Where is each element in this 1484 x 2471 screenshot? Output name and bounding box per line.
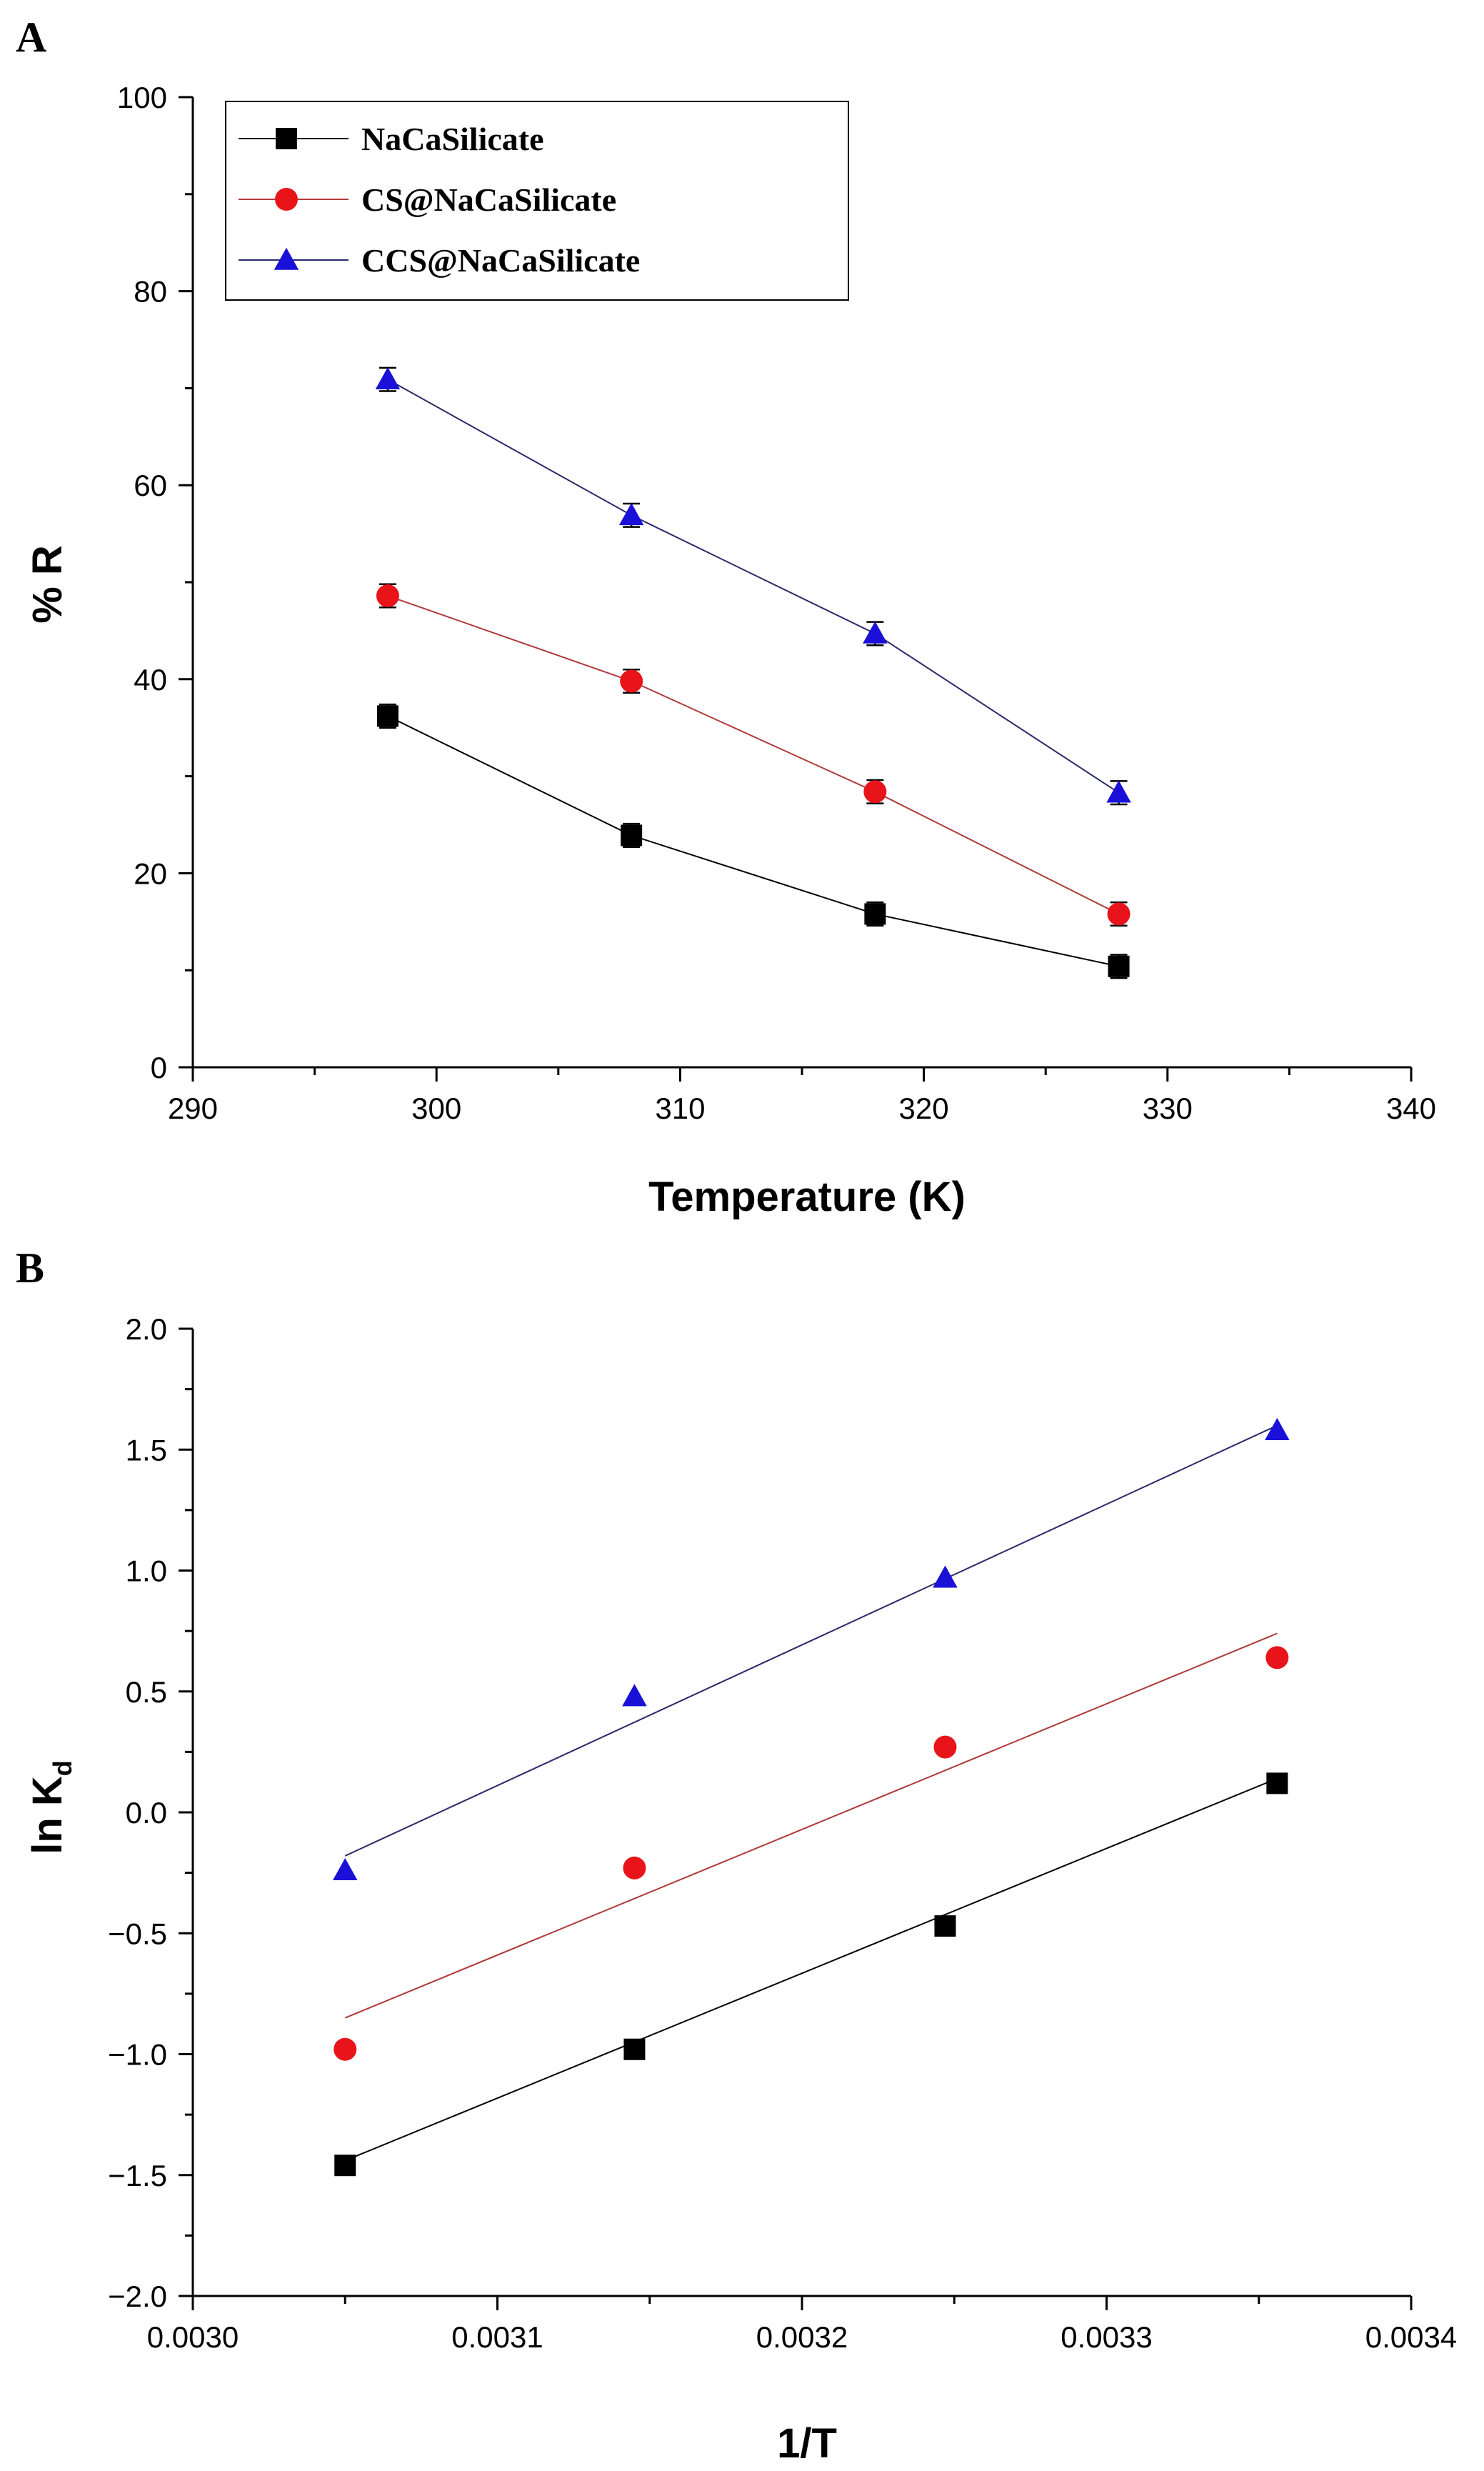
panel-b-series-cs-at-nacasilicate-fit-line bbox=[344, 1632, 1278, 2019]
panel-a-series-ccs-at-nacasilicate-line bbox=[387, 379, 1120, 794]
panel-a-y-tick-label: 20 bbox=[134, 857, 167, 890]
panel-b-y-tick-label: 1.0 bbox=[126, 1554, 167, 1588]
panel-b-chart: 0.0030 0.0031 0.0032 0.0033 0.0034 −2.0 −1.5 −1… bbox=[108, 1312, 1457, 2354]
panel-b-series-nacasilicate-point bbox=[1266, 1772, 1288, 1794]
panel-a-series-cs-at-nacasilicate-point bbox=[620, 669, 643, 693]
panel-b-series-ccs-at-nacasilicate-point bbox=[333, 1857, 358, 1881]
panel-a-series-cs-at-nacasilicate-point bbox=[1107, 902, 1130, 926]
panel-a-chart: 290 300 310 320 330 340 0 20 40 60 80 100 NaCaSilica… bbox=[117, 81, 1436, 1125]
panel-a-series-cs-at-nacasilicate-line bbox=[387, 595, 1120, 915]
panel-b-series-ccs-at-nacasilicate-point bbox=[933, 1565, 958, 1588]
panel-a-series-nacasilicate-point bbox=[864, 903, 886, 925]
panel-a-legend-cs-at-nacasilicate-label: CS@NaCaSilicate bbox=[361, 181, 616, 218]
panel-a-legend-ccs-at-nacasilicate-marker bbox=[274, 247, 299, 270]
panel-a-series-nacasilicate-point bbox=[1108, 955, 1130, 977]
panel-a-x-axis-title: Temperature (K) bbox=[648, 1174, 966, 1220]
panel-b-series-cs-at-nacasilicate-point bbox=[334, 2037, 357, 2061]
panel-b-series-cs-at-nacasilicate-point bbox=[623, 1856, 646, 1880]
panel-a-series-nacasilicate-point bbox=[376, 705, 398, 727]
panel-a-series-nacasilicate-line bbox=[387, 715, 1119, 967]
panel-b-y-tick-label: −1.0 bbox=[108, 2038, 167, 2072]
panel-b-series-ccs-at-nacasilicate-point bbox=[622, 1684, 647, 1707]
panel-a-series-nacasilicate-point bbox=[621, 824, 643, 847]
panel-b-x-tick-label: 0.0034 bbox=[1365, 2320, 1457, 2354]
panel-b-series-nacasilicate-fit-line bbox=[344, 1777, 1278, 2162]
panel-a-series-ccs-at-nacasilicate-point bbox=[375, 366, 401, 389]
panel-b-series-nacasilicate-point bbox=[334, 2155, 356, 2177]
panel-a-y-tick-label: 60 bbox=[134, 469, 167, 502]
panel-b-x-tick-label: 0.0031 bbox=[451, 2320, 543, 2354]
panel-b-series-cs-at-nacasilicate-point bbox=[1265, 1646, 1289, 1669]
panel-a-y-tick-label: 40 bbox=[134, 663, 167, 697]
panel-b-series-cs-at-nacasilicate-point bbox=[933, 1735, 957, 1759]
panel-a-x-tick-label: 320 bbox=[899, 1092, 949, 1125]
panel-a-x-tick-label: 290 bbox=[168, 1092, 218, 1125]
panel-b-y-tick-label: 2.0 bbox=[126, 1312, 167, 1346]
panel-b-y-axis-title-main: ln K bbox=[24, 1776, 71, 1855]
panel-a-x-tick-label: 340 bbox=[1386, 1092, 1436, 1125]
panel-b-y-tick-label: −1.5 bbox=[108, 2159, 167, 2192]
panel-b-y-axis-title-subscript: d bbox=[48, 1760, 77, 1776]
panel-a-legend-nacasilicate-marker bbox=[276, 128, 297, 149]
panel-b-x-tick-label: 0.0030 bbox=[147, 2320, 239, 2354]
panel-a-letter: A bbox=[16, 14, 46, 61]
panel-a-series-ccs-at-nacasilicate-point bbox=[863, 621, 888, 644]
panel-b-y-tick-label: 1.5 bbox=[126, 1433, 167, 1467]
panel-b-y-tick-label: −2.0 bbox=[108, 2280, 167, 2313]
panel-b-letter: B bbox=[16, 1244, 44, 1292]
panel-b-series-ccs-at-nacasilicate-point bbox=[1265, 1417, 1290, 1440]
panel-a-legend-cs-at-nacasilicate-marker bbox=[275, 188, 298, 211]
panel-a-y-tick-label: 80 bbox=[134, 275, 167, 309]
panel-b-y-tick-label: 0.0 bbox=[126, 1796, 167, 1829]
panel-b-x-axis-title: 1/T bbox=[777, 2420, 837, 2467]
panel-a-x-tick-label: 300 bbox=[411, 1092, 461, 1125]
panel-a-legend-nacasilicate-label: NaCaSilicate bbox=[361, 121, 544, 157]
panel-a-x-tick-label: 330 bbox=[1143, 1092, 1193, 1125]
panel-b-y-tick-label: −0.5 bbox=[108, 1917, 167, 1950]
panel-b-series-ccs-at-nacasilicate-fit-line bbox=[344, 1424, 1278, 1857]
panel-b-series-nacasilicate-point bbox=[934, 1915, 956, 1937]
panel-b-x-tick-label: 0.0032 bbox=[756, 2320, 848, 2354]
panel-b-series-nacasilicate-point bbox=[623, 2038, 646, 2060]
panel-a-legend-ccs-at-nacasilicate-label: CCS@NaCaSilicate bbox=[361, 242, 640, 279]
panel-a-series-ccs-at-nacasilicate-point bbox=[1106, 780, 1131, 803]
panel-a-x-tick-label: 310 bbox=[655, 1092, 705, 1125]
panel-b-y-tick-label: 0.5 bbox=[126, 1675, 167, 1709]
panel-b-y-axis-title: ln Kd bbox=[24, 1760, 77, 1855]
panel-b-x-tick-label: 0.0033 bbox=[1061, 2320, 1152, 2354]
panel-a-y-axis-title: % R bbox=[24, 545, 71, 624]
panel-a-series-cs-at-nacasilicate-point bbox=[863, 780, 887, 804]
panel-a-series-cs-at-nacasilicate-point bbox=[376, 584, 399, 608]
panel-a-series-ccs-at-nacasilicate-point bbox=[618, 503, 644, 526]
panel-a-legend-box bbox=[225, 101, 849, 301]
panel-a-y-tick-label: 100 bbox=[117, 81, 167, 114]
panel-a-y-tick-label: 0 bbox=[151, 1051, 167, 1084]
